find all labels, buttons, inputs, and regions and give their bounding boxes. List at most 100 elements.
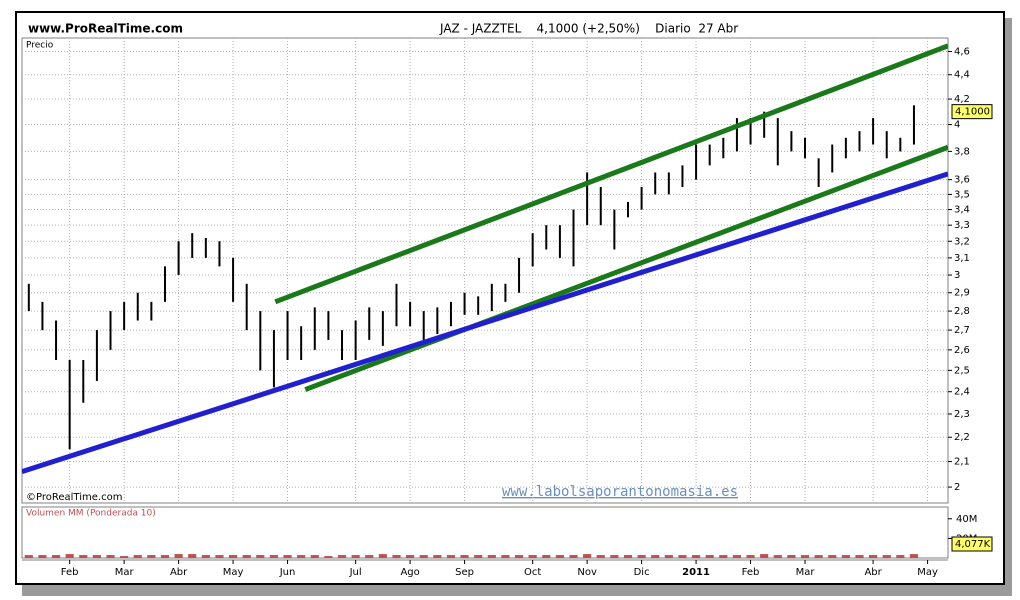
y-tick-label: 2,8 [954, 306, 970, 317]
volume-bar [474, 555, 483, 558]
y-tick-label: 4,6 [954, 46, 970, 57]
x-tick-label: Mar [796, 567, 816, 578]
y-tick-label: 3,8 [954, 146, 970, 157]
x-tick-label: Nov [577, 567, 597, 578]
y-tick-label: 2,9 [954, 288, 970, 299]
y-tick-label: 40M [956, 514, 977, 525]
volume-bar [882, 555, 891, 558]
x-tick-label: May [223, 567, 244, 578]
volume-bar [242, 555, 251, 558]
y-tick-label: 2,1 [954, 457, 970, 468]
volume-bar [855, 555, 864, 558]
volume-bar [310, 555, 319, 558]
last-volume-box [951, 536, 993, 552]
volume-bar [283, 555, 292, 558]
volume-bar [269, 555, 279, 558]
volume-bar [542, 555, 551, 558]
x-tick-label: Mar [115, 567, 135, 578]
volume-bar [79, 555, 88, 558]
volume-bar [691, 555, 701, 558]
volume-bar [147, 555, 156, 558]
volume-bar [337, 555, 347, 558]
volume-bar [583, 554, 592, 558]
volume-bar [637, 555, 646, 558]
y-tick-label: 3,6 [954, 175, 970, 186]
volume-bar [719, 555, 728, 558]
trendline [274, 43, 948, 305]
volume-bar [51, 555, 61, 558]
last-volume-label: 4,077K [955, 539, 991, 550]
volume-bar [460, 555, 469, 558]
y-tick-label: 2 [954, 482, 960, 493]
volume-bar [800, 555, 810, 558]
volume-bar [501, 555, 510, 558]
source: www.ProRealTime.com [28, 22, 183, 36]
volume-bar [514, 555, 524, 558]
x-tick-label: Abr [170, 567, 188, 578]
volume-bar [324, 556, 333, 558]
chart-title: JAZ - JAZZTEL 4,1000 (+2,50%) Diario 27 … [439, 22, 738, 36]
volume-bar [773, 555, 782, 558]
x-tick-label: Jun [279, 567, 296, 578]
y-tick-label: 2,2 [954, 432, 970, 443]
volume-bar [160, 555, 170, 558]
x-tick-label: Feb [742, 567, 760, 578]
volume-bar [174, 554, 183, 558]
copyright: ©ProRealTime.com [26, 492, 122, 503]
volume-bar [133, 555, 142, 558]
volume-bar [201, 555, 210, 558]
y-tick-label: 2,5 [954, 365, 970, 376]
volume-bar [651, 555, 660, 558]
volume-bar [869, 555, 878, 558]
volume-bar [65, 554, 74, 558]
trendline [22, 171, 948, 474]
watermark: www.labolsaporantonomasia.es [502, 484, 738, 500]
volume-bar [351, 555, 360, 558]
x-tick-label: 2011 [682, 567, 710, 578]
volume-bar [106, 555, 115, 558]
volume-bar [433, 555, 442, 558]
last-price-label: 4,1000 [955, 107, 990, 118]
volume-bar [188, 554, 197, 558]
volume-bar [555, 555, 564, 558]
x-tick-label: Dic [634, 567, 650, 578]
volume-bar [487, 555, 496, 558]
volume-bar [392, 555, 401, 558]
y-tick-label: 3,3 [954, 220, 970, 231]
volume-bar [365, 555, 374, 558]
volume-bar [760, 554, 769, 558]
volume-bar [378, 554, 387, 558]
y-tick-label: 2,6 [954, 345, 970, 356]
y-tick-label: 4,4 [954, 70, 970, 81]
volume-bar [92, 555, 101, 558]
x-tick-label: May [917, 567, 938, 578]
y-tick-label: 4 [954, 120, 960, 131]
x-tick-label: Abr [864, 567, 882, 578]
volume-panel [21, 506, 949, 559]
volume-bar [705, 555, 714, 558]
volume-bar [610, 555, 619, 558]
y-tick-label: 3,4 [954, 205, 970, 216]
volume-bar [896, 555, 905, 558]
volume-bar [256, 555, 265, 558]
y-tick-label: 2,4 [954, 387, 970, 398]
volume-bar [419, 555, 428, 558]
trendline [304, 144, 948, 392]
x-tick-label: Feb [61, 567, 79, 578]
y-tick-label: 3,2 [954, 236, 970, 247]
volume-bar [678, 555, 687, 558]
volume-bar [909, 554, 919, 558]
volume-bar [297, 555, 306, 558]
volume-bar [528, 555, 537, 558]
x-tick-label: Jul [349, 567, 362, 578]
volume-bar [228, 555, 238, 558]
volume-bar [569, 555, 578, 558]
x-tick-label: Sep [455, 567, 474, 578]
x-tick-label: Ago [400, 567, 419, 578]
volume-bar [38, 555, 47, 558]
y-tick-label: 3,1 [954, 253, 970, 264]
volume-bar [24, 555, 33, 558]
y-tick-label: 3,5 [954, 189, 970, 200]
volume-bar [841, 555, 850, 558]
volume-bar [828, 555, 837, 558]
